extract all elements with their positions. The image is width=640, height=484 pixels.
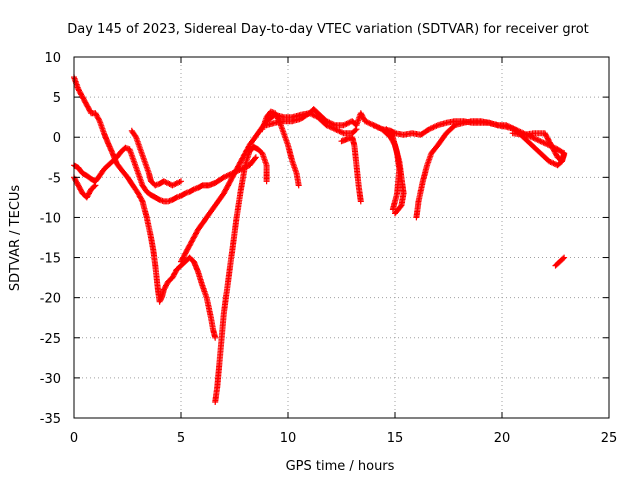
x-tick-label: 25 [601,431,618,446]
series-arc8 [263,106,568,157]
data-point-markers [413,118,568,221]
series-arc9 [338,134,364,205]
y-axis-label: SDTVAR / TECUs [8,185,23,292]
data-layer [71,74,568,405]
data-point-markers [338,134,364,205]
y-tick-label: -5 [48,171,61,186]
y-tick-label: -35 [40,412,61,427]
y-tick-label: -10 [40,211,61,226]
data-point-markers [263,106,568,157]
chart-title: Day 145 of 2023, Sidereal Day-to-day VTE… [67,22,589,37]
y-tick-label: -25 [40,332,61,347]
data-point-markers [128,127,184,189]
data-point-markers [212,143,270,405]
series-arc12 [413,118,568,221]
y-tick-label: -20 [40,292,61,307]
grid-layer [74,57,609,418]
series-arc13 [509,130,568,165]
series-arc5 [212,143,270,405]
x-tick-label: 20 [494,431,511,446]
series-arc11 [383,126,403,213]
y-tick-label: 10 [44,51,61,66]
x-axis-label: GPS time / hours [286,459,395,474]
y-tick-label: 0 [53,131,61,146]
data-point-markers [71,144,259,205]
x-tick-label: 10 [280,431,297,446]
x-tick-label: 15 [387,431,404,446]
series-arc14 [552,254,568,269]
data-point-markers [71,74,219,341]
y-tick-label: -30 [40,372,61,387]
x-tick-label: 0 [70,431,78,446]
plot-frame [73,56,610,419]
series-arc1 [71,74,219,341]
x-tick-label: 5 [177,431,185,446]
data-point-markers [509,130,568,165]
data-point-markers [383,126,403,213]
y-tick-label: -15 [40,252,61,267]
series-arc2 [71,144,259,205]
y-tick-label: 5 [53,91,61,106]
data-point-markers [552,254,568,269]
series-arc4 [128,127,184,189]
axis-layer: 0 5 10 15 20 25 10 5 0 -5 -10 -15 -20 -25 -30 -35 [40,51,618,446]
